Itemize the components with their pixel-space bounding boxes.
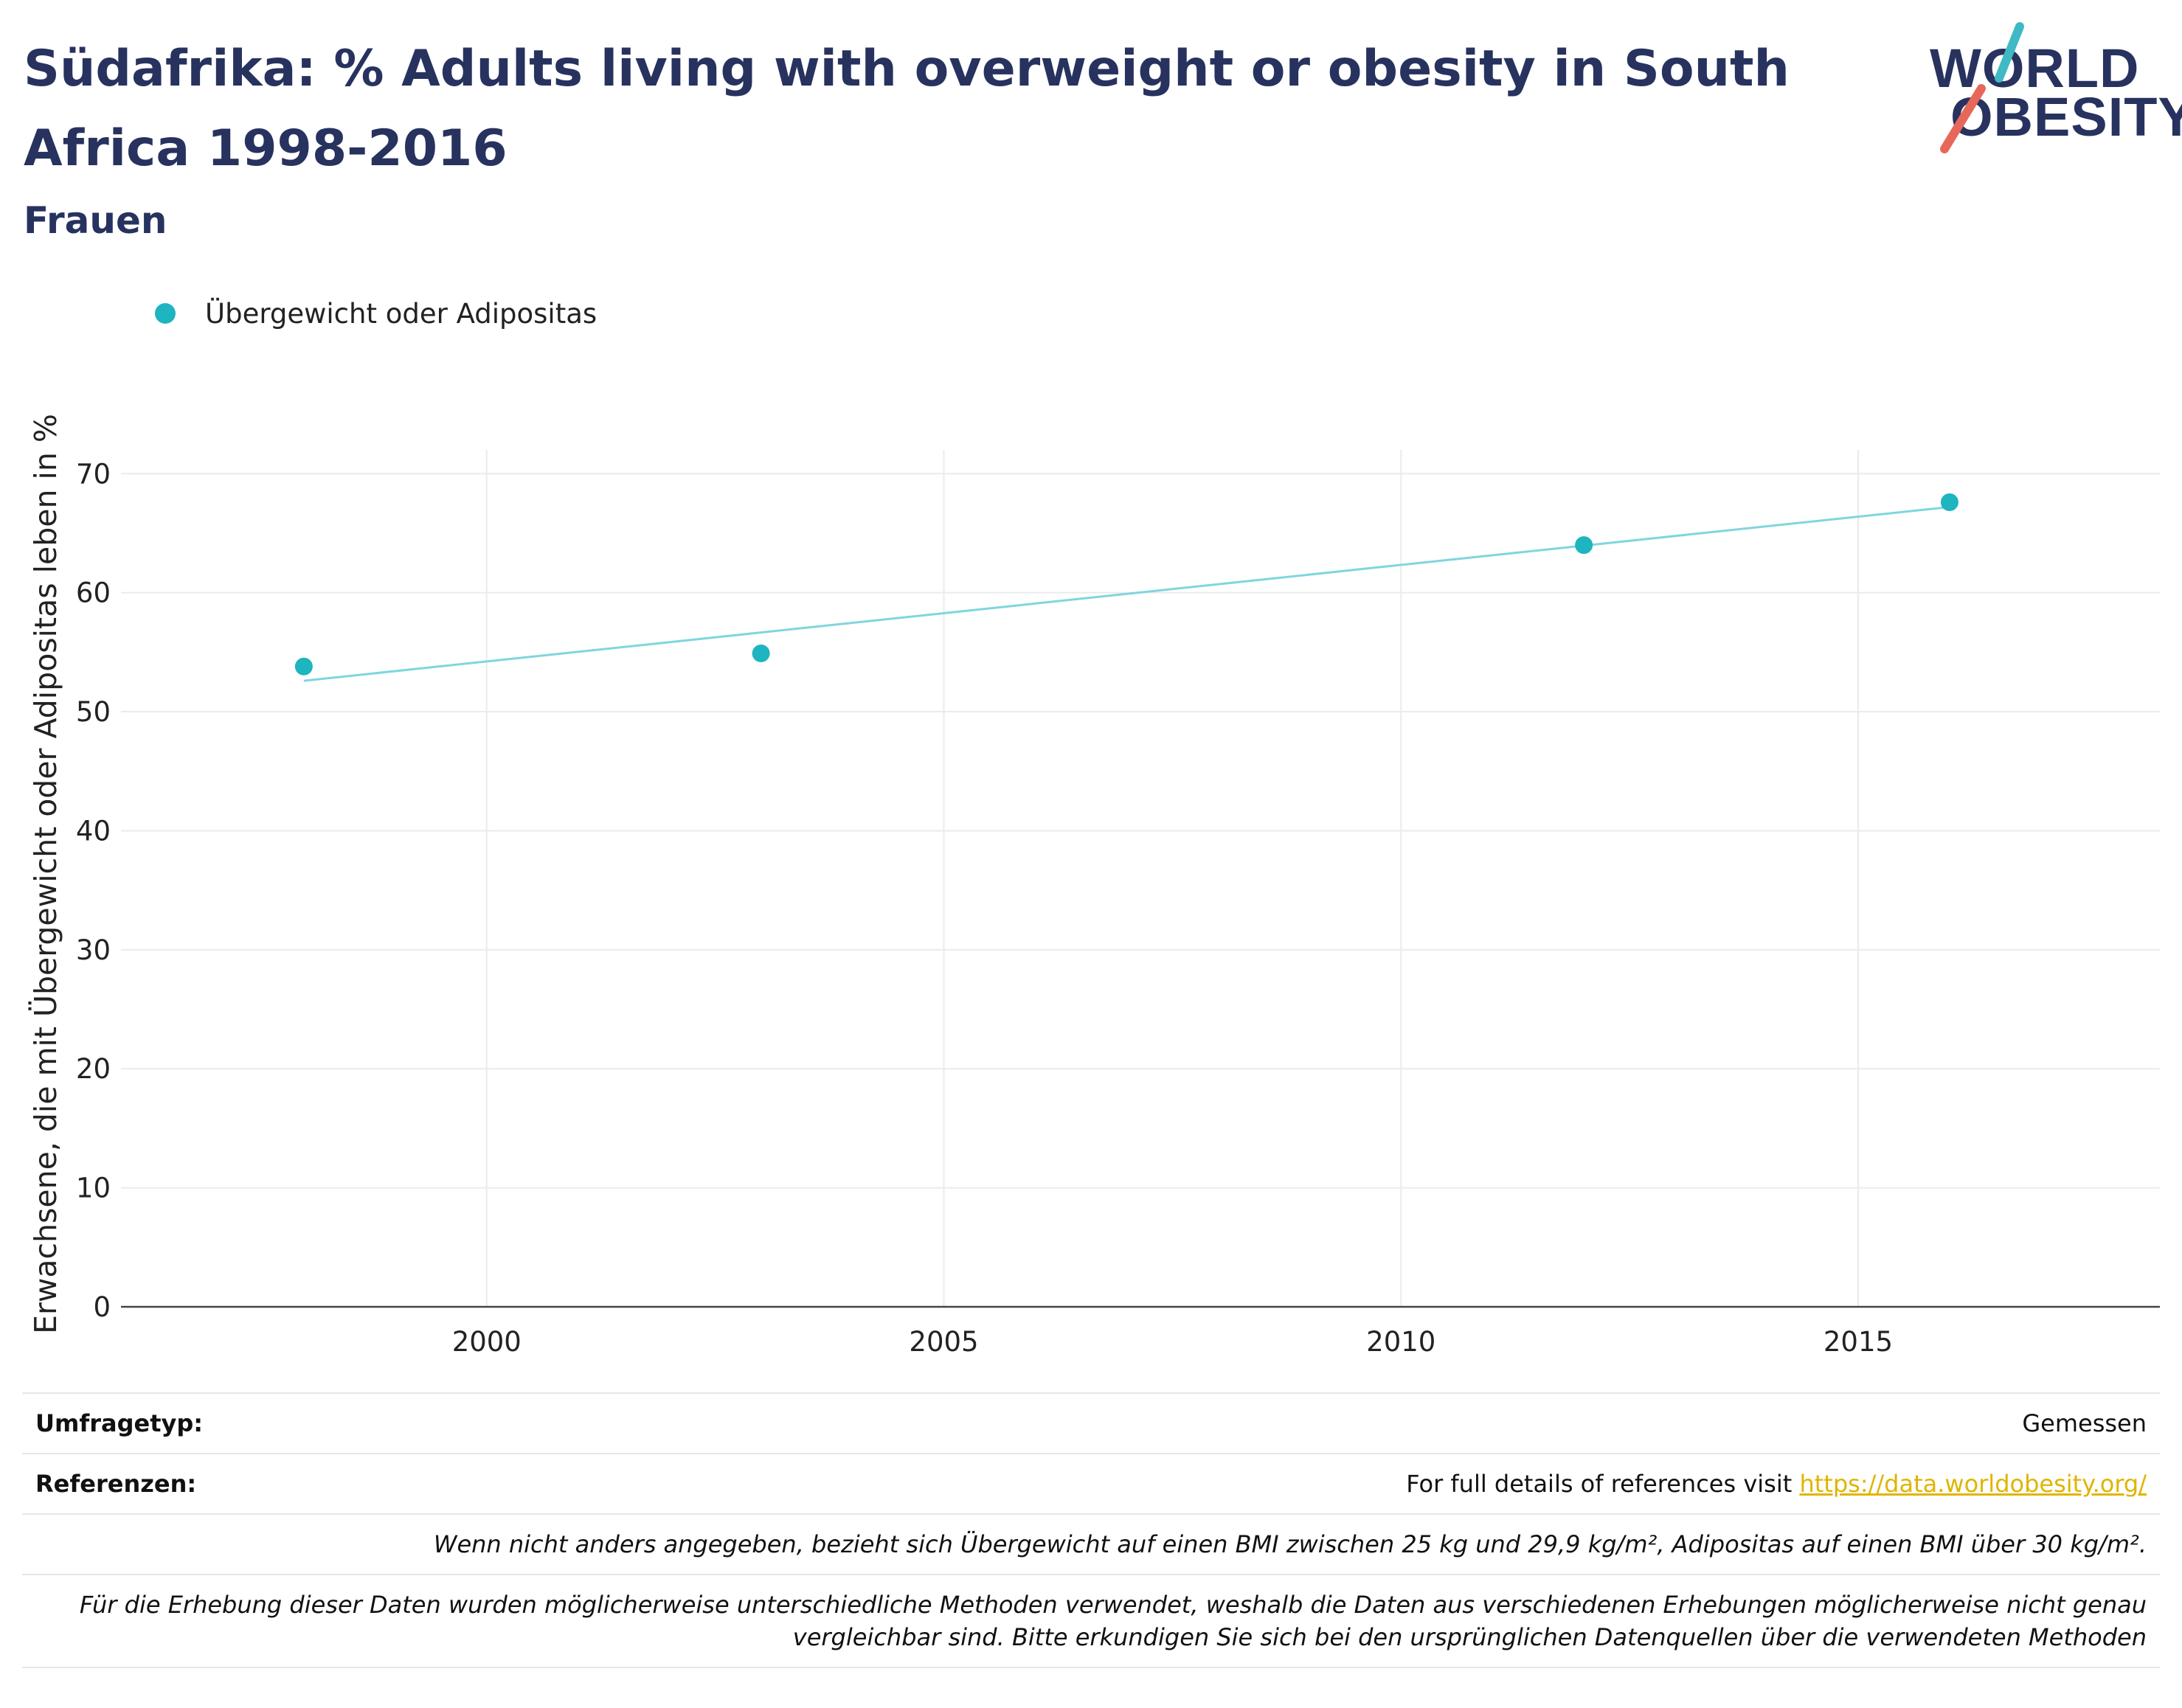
logo-slash-icon xyxy=(1940,22,2024,153)
survey-type-row: Umfragetyp: Gemessen xyxy=(22,1392,2160,1454)
references-link[interactable]: https://data.worldobesity.org/ xyxy=(1799,1470,2147,1498)
trend-line xyxy=(303,505,1950,682)
world-obesity-logo: WORLD OBESITY xyxy=(1918,22,2182,162)
x-tick-label: 2000 xyxy=(452,1326,522,1358)
y-tick-label: 50 xyxy=(76,696,111,728)
data-point xyxy=(1940,493,1958,512)
methods-note-line2: vergleichbar sind. Bitte erkundigen Sie … xyxy=(792,1623,2147,1651)
data-point xyxy=(294,657,313,676)
chart-title: Südafrika: % Adults living with overweig… xyxy=(24,40,1790,178)
y-tick-label: 30 xyxy=(76,934,111,966)
y-tick-label: 20 xyxy=(76,1053,111,1085)
legend-label: Übergewicht oder Adipositas xyxy=(205,297,598,330)
x-tick-label: 2015 xyxy=(1823,1326,1893,1358)
y-tick-label: 60 xyxy=(76,577,111,609)
metadata-table: Umfragetyp: Gemessen Referenzen: For ful… xyxy=(22,1392,2160,1668)
chart-plot: 0 10 20 30 40 50 60 70 2000 2005 2010 2015 Erwachsen… xyxy=(28,414,2160,1358)
references-label: Referenzen: xyxy=(22,1453,454,1515)
chart-legend: Übergewicht oder Adipositas xyxy=(155,291,597,336)
data-point xyxy=(752,644,770,662)
methods-note-line1: Für die Erhebung dieser Daten wurden mög… xyxy=(79,1591,2147,1619)
x-tick-label: 2005 xyxy=(909,1326,978,1358)
y-tick-label: 10 xyxy=(76,1173,111,1204)
references-text: For full details of references visit xyxy=(1406,1470,1800,1498)
data-point xyxy=(1575,536,1593,555)
logo-word-world: WORLD xyxy=(1930,38,2140,99)
y-tick-label: 40 xyxy=(76,815,111,847)
y-tick-label: 0 xyxy=(93,1291,111,1323)
references-row: Referenzen: For full details of referenc… xyxy=(22,1453,2160,1515)
survey-type-label: Umfragetyp: xyxy=(22,1392,454,1454)
x-tick-label: 2010 xyxy=(1366,1326,1435,1358)
references-value: For full details of references visit htt… xyxy=(454,1453,2160,1515)
definition-note-row: Wenn nicht anders angegeben, bezieht sic… xyxy=(22,1513,2160,1575)
legend-marker xyxy=(155,303,176,324)
survey-type-value: Gemessen xyxy=(454,1392,2160,1454)
definition-note: Wenn nicht anders angegeben, bezieht sic… xyxy=(22,1513,2160,1575)
y-axis-label: Erwachsene, die mit Übergewicht oder Adi… xyxy=(28,414,63,1334)
methods-note: Für die Erhebung dieser Daten wurden mög… xyxy=(22,1574,2160,1668)
methods-note-row: Für die Erhebung dieser Daten wurden mög… xyxy=(22,1574,2160,1668)
y-tick-label: 70 xyxy=(76,458,111,490)
chart-subtitle: Frauen xyxy=(24,199,167,242)
logo-word-obesity: OBESITY xyxy=(1950,86,2182,147)
